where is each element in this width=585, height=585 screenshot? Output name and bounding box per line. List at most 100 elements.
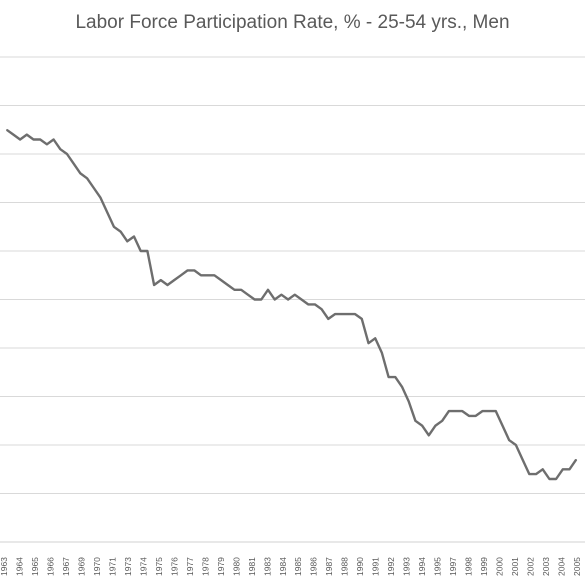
data-point [300,298,303,301]
data-point [528,473,530,475]
data-point [542,468,544,470]
data-point [113,226,115,228]
data-point [508,439,510,441]
x-tick-label: 1973 [123,557,133,576]
data-point [287,298,289,301]
data-point [79,172,81,174]
x-tick-label: 2003 [541,557,551,576]
data-point [227,284,229,286]
data-point [166,284,169,286]
data-point [120,231,122,233]
data-point [568,468,571,470]
data-point [394,376,396,378]
data-point [347,313,349,315]
x-tick-label: 1997 [448,557,458,576]
x-tick-label: 1976 [169,557,179,576]
data-point [260,298,262,301]
data-point [548,478,551,480]
data-point [59,148,61,150]
chart-title: Labor Force Participation Rate, % - 25-5… [75,12,510,33]
data-point [501,425,504,427]
x-tick-label: 1987 [324,557,334,576]
data-point [421,425,423,427]
data-point [187,269,189,271]
data-point [321,308,323,310]
data-point [374,337,376,339]
data-point [555,478,557,480]
data-point [93,187,95,189]
data-point [455,410,457,412]
data-point [86,177,88,179]
x-tick-label: 2002 [526,557,536,576]
data-point [106,211,108,213]
data-point [240,289,242,291]
series-layer [6,128,578,481]
x-tick-label: 1964 [15,557,25,576]
data-point [294,294,296,296]
data-point [133,235,135,238]
x-tick-label: 1980 [231,557,241,576]
x-tick-label: 1995 [433,557,443,576]
x-tick-label: 1998 [464,557,474,576]
data-point [254,298,256,301]
x-tick-label: 1993 [402,557,412,576]
x-tick-label: 1991 [371,557,381,576]
data-point [280,294,282,296]
x-tick-label: 1978 [200,557,210,576]
x-tick-label: 1975 [154,557,164,576]
x-tick-label: 2005 [572,557,582,576]
data-point [468,415,470,417]
data-point [434,425,437,427]
data-point [334,313,336,315]
x-tick-label: 1970 [92,557,102,576]
data-point [46,143,48,145]
data-point [414,420,416,422]
x-tick-label: 1979 [216,557,226,576]
data-point [32,138,35,141]
x-tick-label: 1992 [386,557,396,576]
data-point [274,298,276,301]
data-point [173,279,175,281]
data-point [481,410,483,412]
data-point [522,459,524,461]
data-point [200,274,202,276]
data-point [220,279,222,281]
x-tick-label: 1986 [309,557,319,576]
data-point [441,420,443,422]
data-point [448,410,450,412]
data-point [233,289,236,291]
x-tick-label: 1983 [262,557,272,576]
data-point [160,279,162,281]
data-point [53,138,55,141]
data-point [307,303,309,305]
x-tick-label: 1974 [138,557,148,576]
x-tick-label: 2001 [510,557,520,576]
data-point [146,250,148,252]
data-point [140,250,142,252]
data-point [73,163,75,165]
data-point [428,434,430,436]
data-point [12,134,14,136]
data-point [535,473,537,475]
series-line [6,128,578,481]
data-point [126,240,128,242]
data-point [461,410,463,412]
data-point [475,415,477,417]
data-point [207,274,209,276]
data-point [99,197,102,199]
x-tick-label: 1969 [76,557,86,576]
data-point [6,129,8,131]
data-point [488,410,490,412]
data-point [408,400,410,402]
data-point [267,289,269,291]
data-point [213,274,215,276]
data-point [495,410,497,412]
data-point [247,294,249,296]
data-point [354,313,356,315]
data-point [314,303,316,305]
x-tick-label: 1990 [355,557,365,576]
grid-layer [0,56,585,543]
data-point [66,153,68,155]
data-point [361,318,363,320]
